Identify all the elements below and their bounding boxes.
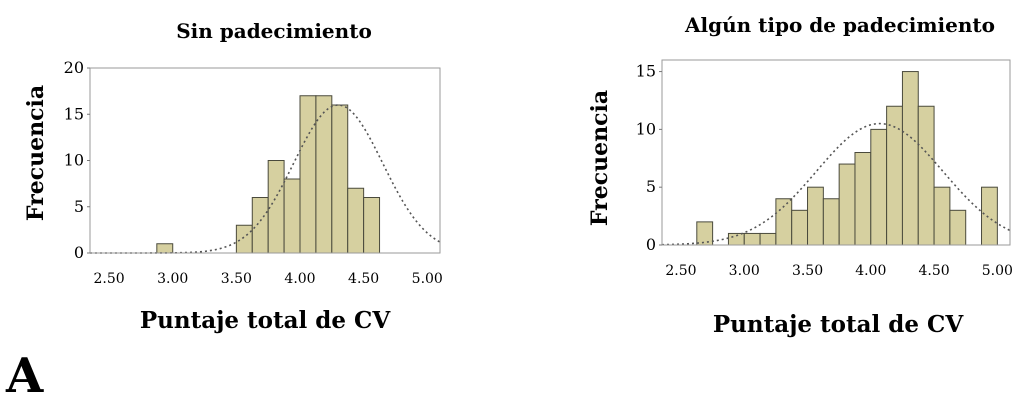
histogram-bar-9 — [854, 152, 872, 246]
x-tick-label: 4.00 — [855, 263, 886, 279]
normal-curve — [90, 104, 441, 254]
chart-title: Algún tipo de padecimiento — [684, 13, 995, 37]
y-axis-label: Frecuencia — [587, 90, 613, 226]
x-tick-label: 3.00 — [729, 263, 760, 279]
x-tick-label: 4.00 — [284, 271, 315, 287]
y-tick-label: 5 — [646, 177, 656, 196]
histogram-sin-padecimiento: Sin padecimiento Frecuencia Puntaje tota… — [23, 19, 443, 334]
histogram-bars — [696, 71, 998, 246]
histogram-algun-padecimiento: Algún tipo de padecimiento Frecuencia Pu… — [587, 13, 1013, 338]
normal-curve — [661, 122, 1011, 246]
x-tick-label: 2.50 — [94, 271, 125, 287]
histogram-bar-8 — [347, 187, 365, 254]
x-tick-label: 2.50 — [665, 263, 696, 279]
x-tick-label: 4.50 — [918, 263, 949, 279]
x-tick-label: 5.00 — [412, 271, 443, 287]
histogram-bar-3 — [267, 160, 285, 254]
histogram-bar-2 — [251, 197, 269, 254]
y-tick-labels: 0 5 10 15 — [636, 62, 662, 254]
histogram-bar-4 — [283, 178, 301, 254]
histogram-bars — [156, 95, 381, 254]
x-axis-label: Puntaje total de CV — [140, 307, 391, 334]
x-tick-label: 3.50 — [221, 271, 252, 287]
y-tick-label: 10 — [64, 151, 84, 170]
x-tick-labels: 2.50 3.00 3.50 4.00 4.50 5.00 — [665, 263, 1013, 279]
normal-curve-layer — [90, 104, 441, 254]
x-tick-label: 4.50 — [348, 271, 379, 287]
histogram-bar-13 — [917, 105, 935, 246]
histogram-bar-7 — [331, 104, 349, 254]
histogram-bar-5 — [299, 95, 317, 254]
x-tick-label: 3.50 — [792, 263, 823, 279]
plot-frame — [661, 59, 1011, 246]
panel-label: A — [5, 348, 44, 398]
histogram-bar-1 — [235, 224, 253, 254]
y-tick-label: 0 — [646, 235, 656, 254]
y-tick-label: 0 — [74, 243, 84, 262]
histogram-bar-6 — [315, 95, 333, 254]
histogram-bar-0 — [156, 243, 174, 254]
histogram-bar-3 — [759, 232, 777, 246]
histogram-bar-15 — [949, 209, 967, 246]
histogram-bar-2 — [743, 232, 761, 246]
histogram-bar-16 — [981, 186, 998, 246]
y-tick-labels: 0 5 10 15 20 — [64, 58, 90, 262]
histogram-bar-5 — [791, 209, 809, 246]
x-tick-label: 5.00 — [982, 263, 1013, 279]
x-axis-label: Puntaje total de CV — [713, 311, 964, 338]
histogram-bar-9 — [363, 197, 381, 254]
histogram-bar-12 — [901, 71, 919, 246]
histogram-bar-7 — [822, 198, 840, 246]
y-tick-label: 5 — [74, 197, 84, 216]
y-tick-label: 10 — [636, 119, 656, 138]
histogram-bar-8 — [838, 163, 856, 246]
histogram-bar-10 — [870, 128, 888, 246]
y-tick-label: 15 — [64, 104, 84, 123]
histogram-bar-0 — [696, 221, 714, 246]
y-tick-label: 15 — [636, 62, 656, 81]
chart-title: Sin padecimiento — [176, 19, 372, 43]
x-tick-label: 3.00 — [157, 271, 188, 287]
y-tick-label: 20 — [64, 58, 84, 77]
x-tick-labels: 2.50 3.00 3.50 4.00 4.50 5.00 — [94, 271, 443, 287]
histogram-bar-6 — [807, 186, 824, 246]
normal-curve-layer — [661, 122, 1011, 246]
y-axis-label: Frecuencia — [23, 85, 49, 221]
histogram-bar-14 — [933, 186, 951, 246]
